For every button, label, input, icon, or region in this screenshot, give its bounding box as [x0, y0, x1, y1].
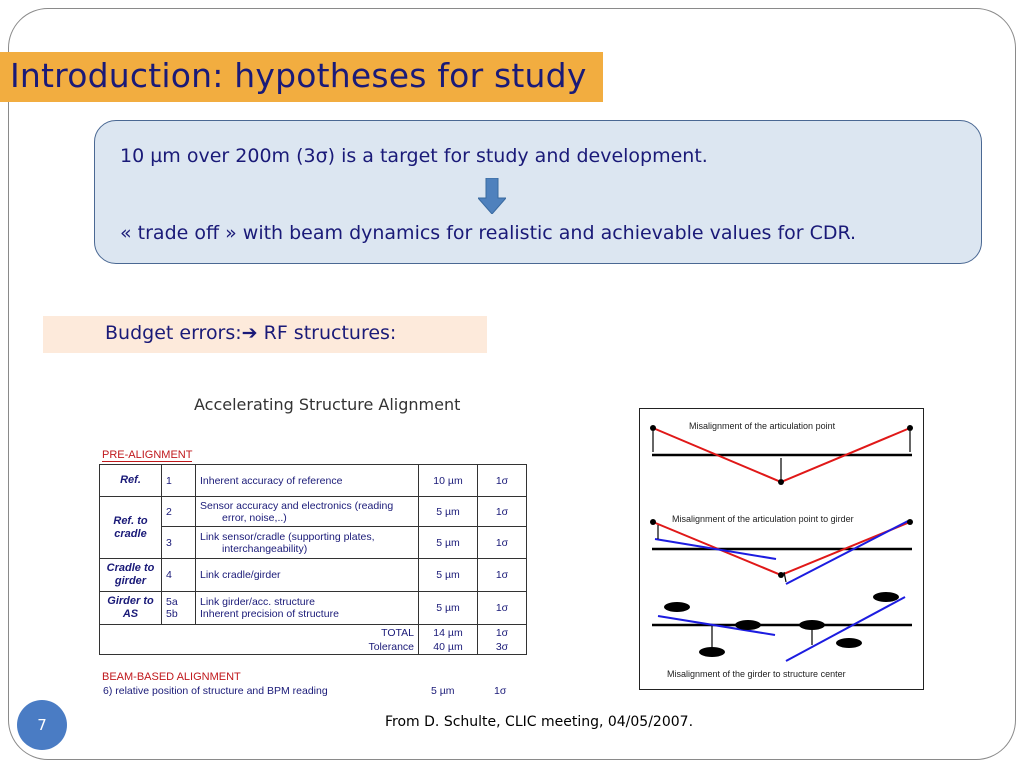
articulation-node — [778, 572, 784, 578]
total-value: 14 µm — [433, 626, 463, 639]
beam-based-description: 6) relative position of structure and BP… — [103, 685, 328, 697]
totals-values: 14 µm 40 µm — [418, 624, 478, 655]
row-number-line: 5a — [166, 596, 178, 608]
row-description: Link cradle/girder — [195, 558, 419, 592]
slide-title: Introduction: hypotheses for study — [10, 56, 587, 95]
group-cradle-to-girder: Cradle to girder — [99, 558, 162, 592]
girder-blue-line-right — [785, 596, 906, 662]
table-row: Girder to AS 5a 5b Link girder/acc. stru… — [99, 591, 527, 625]
group-ref-to-cradle: Ref. to cradle — [99, 496, 162, 559]
total-label: TOTAL — [381, 626, 414, 639]
articulation-node — [907, 519, 913, 525]
total-sigma: 1σ — [495, 626, 509, 639]
tolerance-sigma: 3σ — [495, 640, 509, 653]
row-description: Link sensor/cradle (supporting plates, i… — [195, 526, 419, 559]
row-number: 2 — [161, 496, 196, 527]
down-arrow-icon — [478, 178, 506, 214]
row-description: Link girder/acc. structure Inherent prec… — [195, 591, 419, 625]
row-description-line: Sensor accuracy and electronics (reading — [200, 499, 394, 512]
offset-arrow-icon — [783, 571, 787, 583]
tolerance-value: 40 µm — [433, 640, 463, 653]
structure-ellipse — [873, 592, 899, 602]
row-value: 5 µm — [418, 526, 478, 559]
row-description-line: error, noise,..) — [222, 511, 287, 524]
structure-ellipse — [836, 638, 862, 648]
group-ref: Ref. — [99, 464, 162, 497]
budget-band — [43, 316, 487, 353]
row-sigma: 1σ — [477, 558, 527, 592]
misalignment-diagram-svg: Misalignment of the articulation point M… — [650, 421, 913, 679]
row-number: 1 — [161, 464, 196, 497]
row-value: 5 µm — [418, 496, 478, 527]
row-value: 5 µm — [418, 558, 478, 592]
diagram-label-girder-to-structure: Misalignment of the girder to structure … — [667, 669, 846, 679]
beam-based-value: 5 µm — [431, 685, 455, 697]
row-number: 5a 5b — [161, 591, 196, 625]
structure-ellipse — [664, 602, 690, 612]
table-row: Ref. to cradle 2 Sensor accuracy and ele… — [99, 496, 527, 559]
girder-blue-line-right — [785, 520, 909, 585]
structure-ellipse — [699, 647, 725, 657]
table-row-totals: TOTAL Tolerance 14 µm 40 µm 1σ 3σ — [99, 624, 527, 655]
row-number-line: 5b — [166, 608, 178, 620]
pre-alignment-label: PRE-ALIGNMENT — [102, 449, 193, 462]
row-sigma: 1σ — [477, 464, 527, 497]
page-number-badge: 7 — [17, 700, 67, 750]
table-title: Accelerating Structure Alignment — [194, 395, 461, 414]
row-value: 10 µm — [418, 464, 478, 497]
row-description: Sensor accuracy and electronics (reading… — [195, 496, 419, 527]
row-sigma: 1σ — [477, 526, 527, 559]
row-description-line: interchangeability) — [222, 542, 308, 555]
slide-frame — [8, 8, 1016, 760]
articulation-node — [650, 519, 656, 525]
totals-labels: TOTAL Tolerance — [99, 624, 419, 655]
row-number: 4 — [161, 558, 196, 592]
misalignment-diagram: Misalignment of the articulation point M… — [639, 408, 924, 690]
callout-tradeoff-line: « trade off » with beam dynamics for rea… — [120, 222, 857, 244]
diagram-label-articulation-to-girder: Misalignment of the articulation point t… — [672, 514, 854, 524]
budget-heading: Budget errors:➔ RF structures: — [105, 322, 397, 344]
row-description: Inherent accuracy of reference — [195, 464, 419, 497]
title-band — [0, 52, 603, 102]
totals-sigmas: 1σ 3σ — [477, 624, 527, 655]
row-description-line: Inherent precision of structure — [200, 608, 339, 620]
tolerance-label: Tolerance — [368, 640, 414, 653]
row-sigma: 1σ — [477, 496, 527, 527]
beam-based-sigma: 1σ — [494, 685, 507, 697]
row-sigma: 1σ — [477, 591, 527, 625]
row-description-line: Link girder/acc. structure — [200, 596, 315, 608]
beam-based-label: BEAM-BASED ALIGNMENT — [102, 671, 241, 683]
source-citation: From D. Schulte, CLIC meeting, 04/05/200… — [385, 714, 694, 730]
girder-blue-line-left — [654, 538, 777, 560]
hypothesis-callout — [94, 120, 982, 264]
row-number: 3 — [161, 526, 196, 559]
row-value: 5 µm — [418, 591, 478, 625]
girder-blue-line-left — [657, 615, 776, 636]
table-row: Cradle to girder 4 Link cradle/girder 5 … — [99, 558, 527, 592]
articulation-node — [778, 479, 784, 485]
group-girder-to-as: Girder to AS — [99, 591, 162, 625]
table-row: Ref. 1 Inherent accuracy of reference 10… — [99, 464, 527, 497]
alignment-table: Ref. 1 Inherent accuracy of reference 10… — [99, 464, 527, 655]
diagram-label-articulation: Misalignment of the articulation point — [689, 421, 836, 431]
structure-ellipse — [735, 620, 761, 630]
table-row: 3 Link sensor/cradle (supporting plates,… — [100, 526, 527, 559]
structure-ellipse — [799, 620, 825, 630]
callout-target-line: 10 µm over 200m (3σ) is a target for stu… — [120, 145, 708, 167]
articulation-node — [907, 425, 913, 431]
row-description-line: Link sensor/cradle (supporting plates, — [200, 530, 375, 543]
articulation-node — [650, 425, 656, 431]
